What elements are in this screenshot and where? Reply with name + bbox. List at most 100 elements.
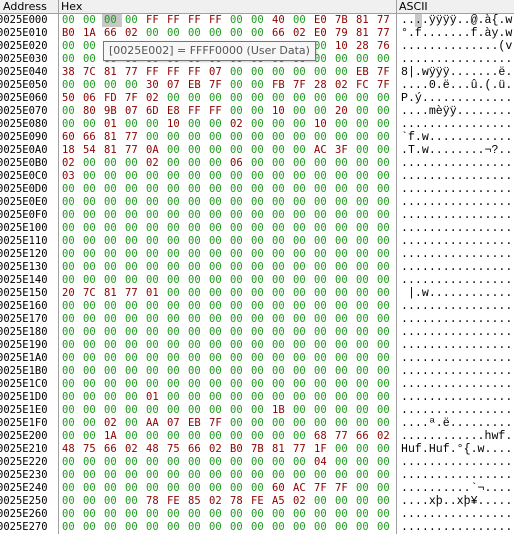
ascii-text[interactable]: ................ xyxy=(401,365,513,378)
hex-byte[interactable]: 79 xyxy=(335,27,348,39)
hex-byte[interactable]: 00 xyxy=(188,222,201,234)
hex-byte[interactable]: 02 xyxy=(104,417,117,429)
hex-byte[interactable]: 00 xyxy=(251,79,264,91)
hex-byte[interactable]: AA xyxy=(146,417,159,429)
hex-byte[interactable]: 00 xyxy=(62,79,75,91)
hex-byte[interactable]: A5 xyxy=(272,495,285,507)
hex-byte[interactable]: 00 xyxy=(167,508,180,520)
address[interactable]: 0025E1A0 xyxy=(0,352,48,364)
address[interactable]: 0025E120 xyxy=(0,248,48,260)
hex-byte[interactable]: 66 xyxy=(272,27,285,39)
hex-byte[interactable]: 00 xyxy=(188,27,201,39)
address[interactable]: 0025E1F0 xyxy=(0,417,48,429)
hex-byte[interactable]: 00 xyxy=(209,365,222,377)
hex-byte[interactable]: 00 xyxy=(125,209,138,221)
hex-byte[interactable]: 00 xyxy=(314,261,327,273)
hex-byte[interactable]: 00 xyxy=(188,352,201,364)
hex-byte[interactable]: 00 xyxy=(188,391,201,403)
hex-byte[interactable]: 00 xyxy=(377,131,390,143)
hex-byte[interactable]: 00 xyxy=(356,352,369,364)
hex-byte[interactable]: 00 xyxy=(272,365,285,377)
hex-byte[interactable]: 00 xyxy=(377,144,390,156)
hex-byte[interactable]: 00 xyxy=(356,456,369,468)
hex-byte[interactable]: 00 xyxy=(230,183,243,195)
hex-byte[interactable]: 00 xyxy=(293,66,306,78)
hex-byte[interactable]: 00 xyxy=(62,339,75,351)
hex-byte[interactable]: 00 xyxy=(377,209,390,221)
hex-byte[interactable]: 01 xyxy=(104,118,117,130)
hex-byte[interactable]: 00 xyxy=(272,157,285,169)
hex-byte[interactable]: 40 xyxy=(272,14,285,26)
hex-byte[interactable]: 00 xyxy=(167,339,180,351)
hex-byte[interactable]: 00 xyxy=(146,404,159,416)
hex-byte[interactable]: 00 xyxy=(293,365,306,377)
hex-byte[interactable]: 00 xyxy=(230,222,243,234)
hex-byte[interactable]: 00 xyxy=(293,196,306,208)
hex-byte[interactable]: 00 xyxy=(314,352,327,364)
hex-byte[interactable]: 00 xyxy=(104,248,117,260)
hex-byte[interactable]: 10 xyxy=(167,118,180,130)
hex-byte[interactable]: 00 xyxy=(251,482,264,494)
hex-byte[interactable]: 00 xyxy=(188,521,201,533)
hex-byte[interactable]: FE xyxy=(251,495,264,507)
ascii-text[interactable]: ................ xyxy=(401,508,513,521)
hex-byte[interactable]: 00 xyxy=(188,157,201,169)
hex-byte[interactable]: 00 xyxy=(377,391,390,403)
hex-byte[interactable]: 00 xyxy=(62,365,75,377)
hex-byte[interactable]: 00 xyxy=(314,157,327,169)
hex-byte[interactable]: 00 xyxy=(188,300,201,312)
hex-byte[interactable]: 00 xyxy=(104,508,117,520)
hex-byte[interactable]: 00 xyxy=(83,79,96,91)
hex-byte[interactable]: 00 xyxy=(356,196,369,208)
hex-byte[interactable]: 00 xyxy=(314,508,327,520)
address[interactable]: 0025E0E0 xyxy=(0,196,48,208)
hex-byte[interactable]: 48 xyxy=(62,443,75,455)
hex-byte[interactable]: 00 xyxy=(83,300,96,312)
hex-byte[interactable]: 00 xyxy=(272,378,285,390)
hex-byte[interactable]: 00 xyxy=(83,495,96,507)
hex-byte[interactable]: 00 xyxy=(188,430,201,442)
ascii-text[interactable]: ................ xyxy=(401,326,513,339)
hex-byte[interactable]: 00 xyxy=(167,274,180,286)
hex-byte[interactable]: 00 xyxy=(272,196,285,208)
hex-byte[interactable]: 00 xyxy=(251,222,264,234)
hex-byte[interactable]: 00 xyxy=(293,300,306,312)
address[interactable]: 0025E0F0 xyxy=(0,209,48,221)
hex-byte[interactable]: 00 xyxy=(62,14,75,26)
address[interactable]: 0025E150 xyxy=(0,287,48,299)
hex-byte[interactable]: 00 xyxy=(293,222,306,234)
hex-byte[interactable]: 00 xyxy=(125,365,138,377)
hex-byte[interactable]: 00 xyxy=(125,521,138,533)
hex-byte[interactable]: 10 xyxy=(314,118,327,130)
hex-byte[interactable]: 00 xyxy=(62,391,75,403)
hex-byte[interactable]: 00 xyxy=(230,378,243,390)
hex-byte[interactable]: 00 xyxy=(356,339,369,351)
hex-byte[interactable]: 1A xyxy=(104,430,117,442)
address[interactable]: 0025E260 xyxy=(0,508,48,520)
hex-byte[interactable]: 00 xyxy=(62,313,75,325)
hex-byte[interactable]: 00 xyxy=(251,417,264,429)
hex-byte[interactable]: 00 xyxy=(356,235,369,247)
hex-byte[interactable]: 00 xyxy=(293,521,306,533)
hex-byte[interactable]: 00 xyxy=(335,118,348,130)
hex-byte[interactable]: 00 xyxy=(335,222,348,234)
hex-byte[interactable]: 00 xyxy=(83,157,96,169)
hex-byte[interactable]: 00 xyxy=(356,313,369,325)
hex-byte[interactable]: 00 xyxy=(230,326,243,338)
ascii-text[interactable]: ................ xyxy=(401,404,513,417)
hex-byte[interactable]: E8 xyxy=(167,105,180,117)
hex-byte[interactable]: 00 xyxy=(209,170,222,182)
hex-byte[interactable]: 00 xyxy=(209,248,222,260)
hex-byte[interactable]: 00 xyxy=(125,482,138,494)
hex-byte[interactable]: 00 xyxy=(230,66,243,78)
address[interactable]: 0025E020 xyxy=(0,40,48,52)
hex-byte[interactable]: 81 xyxy=(272,443,285,455)
hex-byte[interactable]: 7C xyxy=(83,66,96,78)
hex-byte[interactable]: 00 xyxy=(125,326,138,338)
hex-byte[interactable]: 00 xyxy=(230,27,243,39)
hex-byte[interactable]: 00 xyxy=(188,196,201,208)
hex-byte[interactable]: 00 xyxy=(272,222,285,234)
hex-byte[interactable]: 00 xyxy=(62,118,75,130)
hex-byte[interactable]: 00 xyxy=(377,339,390,351)
hex-byte[interactable]: 00 xyxy=(335,365,348,377)
